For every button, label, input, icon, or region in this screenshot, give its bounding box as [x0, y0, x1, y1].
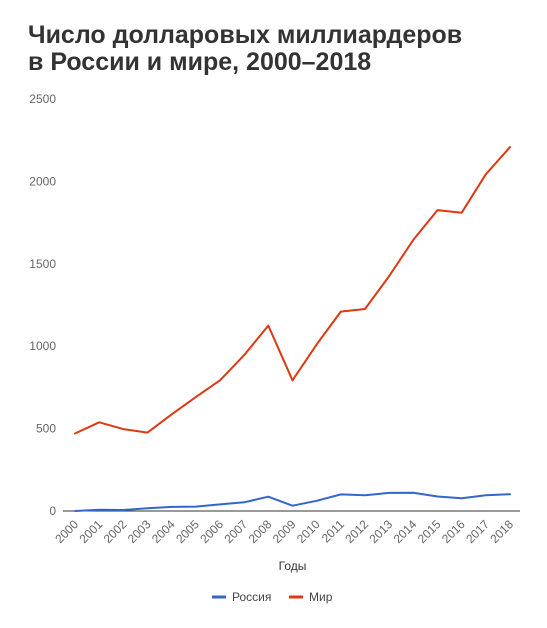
x-tick-label: 2012 [342, 517, 371, 546]
y-tick-label: 1000 [29, 339, 56, 353]
x-tick-label: 2013 [367, 517, 396, 546]
chart-title: Число долларовых миллиардеров в России и… [28, 22, 538, 76]
y-tick-label: 1500 [29, 257, 56, 271]
y-axis-tick-labels: 0 500 1000 1500 2000 2500 [29, 92, 56, 518]
series-lines [74, 146, 511, 512]
x-tick-label: 2005 [173, 517, 202, 546]
x-tick-label: 2002 [101, 517, 130, 546]
x-tick-label: 2009 [270, 517, 299, 546]
x-tick-label: 2004 [149, 517, 178, 546]
y-tick-label: 2500 [29, 92, 56, 106]
x-axis-tick-labels: 2000200120022003200420052006200720082009… [52, 517, 516, 546]
series-line-russia [74, 491, 511, 512]
legend-label: Россия [232, 590, 271, 604]
x-tick-label: 2001 [77, 517, 106, 546]
chart-title-line-1: Число долларовых миллиардеров [28, 21, 463, 49]
y-tick-label: 0 [49, 504, 56, 518]
x-tick-label: 2000 [52, 517, 81, 546]
chart-title-line-2: в России и мире, 2000–2018 [28, 48, 372, 76]
x-tick-label: 2003 [125, 517, 154, 546]
y-tick-label: 500 [36, 422, 56, 436]
x-tick-label: 2010 [294, 517, 323, 546]
x-tick-label: 2017 [463, 517, 492, 546]
x-axis-title: Годы [279, 559, 307, 573]
x-tick-label: 2006 [197, 517, 226, 546]
x-tick-label: 2015 [415, 517, 444, 546]
y-tick-label: 2000 [29, 174, 56, 188]
x-tick-label: 2008 [246, 517, 275, 546]
series-line-world [74, 146, 511, 435]
x-tick-label: 2016 [439, 517, 468, 546]
legend-label: Мир [309, 590, 333, 604]
legend: Россия Мир [212, 590, 333, 604]
x-tick-label: 2018 [487, 517, 516, 546]
x-tick-label: 2011 [319, 517, 347, 545]
x-tick-label: 2014 [391, 517, 420, 546]
x-tick-label: 2007 [222, 517, 251, 546]
